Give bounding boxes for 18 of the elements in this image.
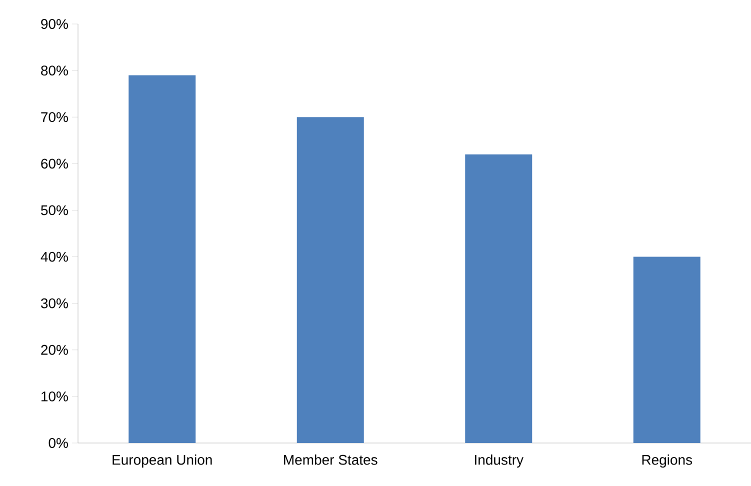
y-tick-label: 60% bbox=[41, 158, 68, 169]
y-tick-label: 80% bbox=[41, 66, 68, 76]
x-tick-label: European Union bbox=[112, 454, 212, 468]
bar bbox=[633, 256, 700, 443]
y-tick-label: 10% bbox=[42, 391, 68, 402]
x-tick-label: Member States bbox=[284, 454, 378, 465]
y-tick-label: 40% bbox=[40, 252, 68, 262]
x-tick-label: Regions bbox=[642, 454, 692, 468]
y-tick-label: 30% bbox=[40, 298, 68, 308]
bar bbox=[128, 75, 196, 443]
y-tick-label: 90% bbox=[41, 19, 68, 29]
y-tick-label: 20% bbox=[41, 344, 68, 355]
x-tick-label: Industry bbox=[475, 454, 524, 468]
y-tick-label: 0% bbox=[48, 438, 68, 448]
bar bbox=[465, 154, 532, 443]
bar bbox=[296, 117, 364, 443]
y-tick-label: 70% bbox=[41, 112, 68, 122]
y-tick-label: 50% bbox=[41, 205, 68, 216]
